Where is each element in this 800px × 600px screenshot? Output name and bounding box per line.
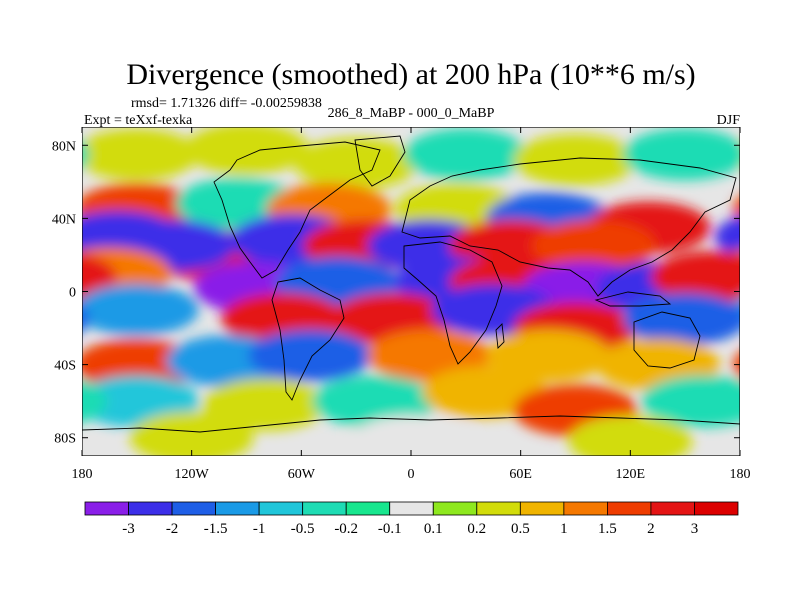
colorbar-swatch-2 [171,501,217,516]
x-tick-label-6: 180 [730,467,751,482]
colorbar-swatch-10 [519,501,565,516]
field-layer [82,127,740,456]
field-cell-wrap-33 [82,306,90,332]
colorbar-label-8: 0.2 [467,521,486,537]
colorbar-label-6: -0.1 [378,521,402,537]
colorbar-swatch-3 [215,501,260,516]
field-cell-0 [82,128,199,181]
experiment-label: Expt = teXxf-texka [84,113,193,128]
colorbar-swatch-12 [607,501,652,516]
field-cell-33 [623,292,740,345]
y-tick-label-2: 0 [69,286,76,301]
field-cell-wrap-5 [82,142,90,167]
field-cell-48 [568,415,693,456]
colorbar-label-1: -2 [166,521,179,537]
y-tick-label-0: 80N [52,139,76,154]
coastline-south-america [271,277,345,401]
colorbar-swatch-6 [345,501,391,516]
field-cell-28 [82,283,199,336]
x-tick-label-1: 120W [175,467,210,482]
field-cell-19 [531,219,656,272]
colorbar-label-12: 2 [647,521,655,537]
colorbar-label-0: -3 [122,521,135,537]
field-cell-5 [623,128,740,181]
colorbar-label-9: 0.5 [511,521,530,537]
coastline-north-america [213,141,381,279]
coastline-australia [633,311,701,369]
field-cell-27 [650,250,740,303]
colorbar-label-13: 3 [691,521,699,537]
x-tick-label-4: 60E [509,467,532,482]
field-cell-1 [184,127,309,175]
field-cell-36 [248,329,373,382]
colorbar-label-10: 1 [560,521,568,537]
colorbar-swatch-5 [302,501,347,516]
colorbar-label-5: -0.2 [334,521,358,537]
x-tick-label-2: 60W [288,467,316,482]
colorbar: -3 -2 -1.5 -1 -0.5 -0.2 -0.1 0.1 0.2 0.5 1 1.5 2 3 [84,501,739,537]
colorbar-label-7: 0.1 [424,521,443,537]
field-cell-41 [202,378,327,431]
rmsd-label: rmsd= 1.71326 diff= -0.00259838 [131,96,322,111]
x-tick-label-3: 0 [408,467,415,482]
x-tick-label-5: 120E [616,467,646,482]
y-tick-label-1: 40N [52,212,76,227]
coastline-antarctica [82,415,740,433]
y-tick-label-3: 40S [54,359,76,374]
colorbar-label-3: -1 [253,521,266,537]
field-cell-wrap-45 [82,380,108,423]
field-cell-wrap-34 [732,352,740,377]
coastline-greenland [354,135,406,187]
map-panel [82,127,740,456]
difference-label: 286_8_MaBP - 000_0_MaBP [328,106,495,121]
colorbar-swatch-8 [432,501,478,516]
field-cell-wrap-40 [732,389,740,414]
axes-layer: 180 120W 60W 0 60E 120E 180 80N 40N 0 40S 80S [52,127,751,482]
field-cell-wrap-6 [732,197,740,222]
colorbar-swatch-13 [650,501,695,516]
colorbar-swatch-4 [258,501,304,516]
coastline-layer [82,135,740,433]
chart-title: Divergence (smoothed) at 200 hPa (10**6 … [126,58,695,91]
colorbar-label-4: -0.5 [291,521,315,537]
season-label: DJF [717,113,741,128]
colorbar-swatch-11 [563,501,608,516]
coastline-africa [403,241,503,365]
field-cell-38 [486,329,611,382]
field-cell-47 [349,415,473,456]
colorbar-swatch-1 [128,501,173,516]
coastline-madagascar [495,323,505,349]
coastline-eurasia [401,157,737,297]
field-cell-wrap-28 [732,297,740,322]
field-cell-45 [641,375,740,428]
field-cell-46 [129,411,254,456]
x-tick-label-0: 180 [72,467,93,482]
colorbar-swatch-7 [389,501,434,516]
y-tick-label-4: 80S [54,432,76,447]
colorbar-swatch-9 [476,501,521,516]
field-cell-4 [513,133,638,186]
colorbar-label-2: -1.5 [204,521,228,537]
colorbar-swatch-14 [694,501,739,516]
field-cell-42 [312,375,437,428]
coastline-indonesia [594,291,672,307]
colorbar-swatch-0 [84,501,129,516]
field-cell-wrap-12 [714,215,740,258]
colorbar-label-11: 1.5 [598,521,617,537]
field-cell-2 [294,137,419,190]
field-cell-wrap-0 [732,142,740,167]
